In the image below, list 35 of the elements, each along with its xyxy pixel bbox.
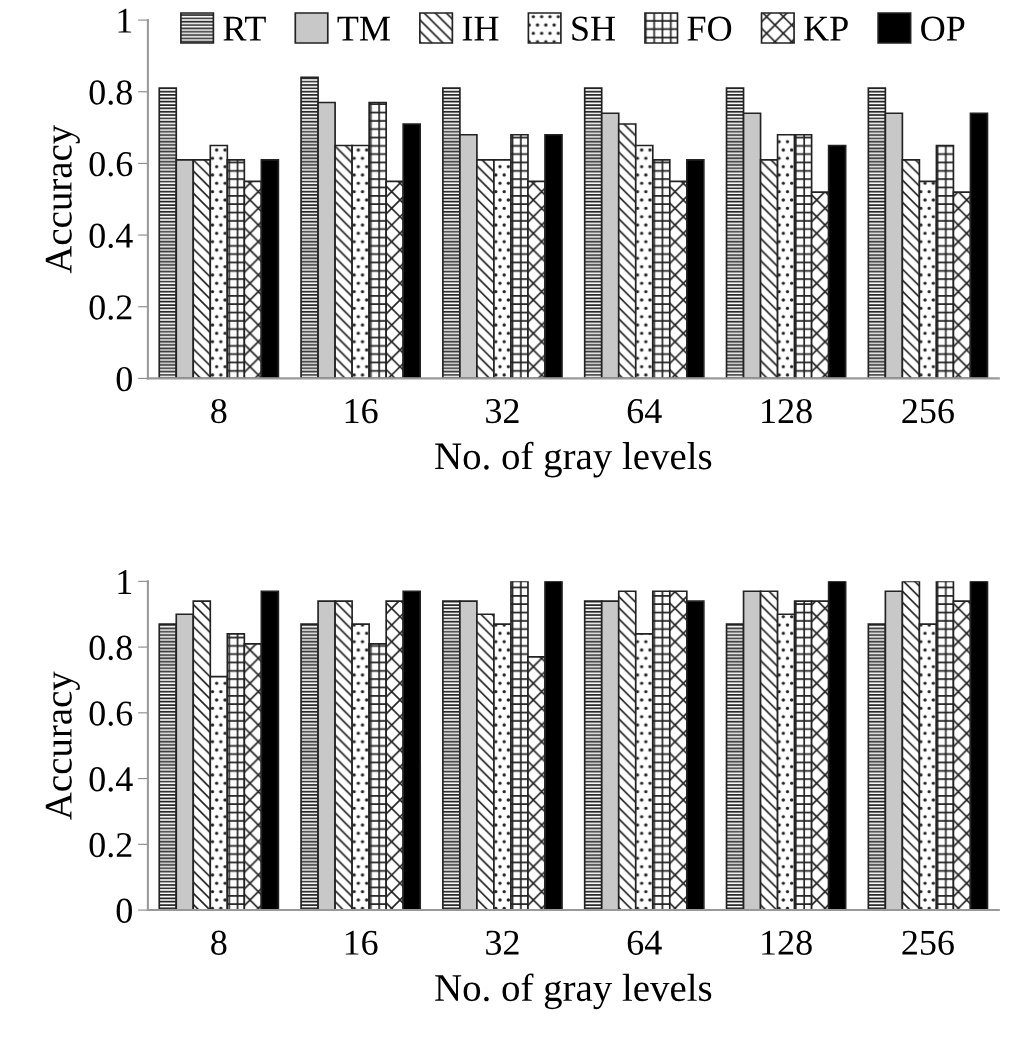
x-tick-label: 8 bbox=[211, 930, 227, 955]
x-tick-label: 64 bbox=[627, 930, 662, 955]
legend-label: OP bbox=[921, 16, 965, 41]
y-axis-title: Accuracy bbox=[45, 124, 80, 274]
y-tick-label: 0.8 bbox=[89, 80, 132, 105]
x-tick-label: 128 bbox=[762, 398, 812, 424]
legend-label: RT bbox=[223, 16, 266, 41]
x-tick-label: 16 bbox=[345, 399, 378, 424]
legend-label: FO bbox=[687, 16, 732, 41]
legend-label: TM bbox=[337, 16, 390, 41]
x-tick-label: 128 bbox=[762, 930, 812, 955]
legend-label: IH bbox=[462, 16, 499, 41]
x-tick-label: 256 bbox=[902, 930, 954, 955]
y-tick-label: 0.8 bbox=[89, 635, 132, 661]
y-tick-label: 1 bbox=[118, 570, 132, 594]
x-tick-label: 32 bbox=[486, 930, 519, 955]
y-tick-label: 0.2 bbox=[89, 832, 132, 858]
x-axis-title: No. of gray levels bbox=[435, 973, 712, 1010]
x-tick-label: 32 bbox=[486, 399, 519, 424]
y-tick-label: 0.6 bbox=[89, 151, 133, 177]
y-tick-label: 0.6 bbox=[89, 701, 133, 726]
y-tick-label: 0 bbox=[116, 366, 132, 392]
x-tick-label: 256 bbox=[902, 399, 954, 424]
legend-label: SH bbox=[572, 16, 616, 41]
y-tick-label: 0.4 bbox=[89, 767, 133, 792]
x-tick-label: 64 bbox=[627, 399, 662, 424]
x-tick-label: 8 bbox=[211, 398, 227, 424]
y-tick-label: 0.2 bbox=[89, 295, 132, 320]
y-tick-label: 0 bbox=[116, 898, 132, 923]
x-axis-title: No. of gray levels bbox=[435, 441, 712, 478]
y-tick-label: 1 bbox=[118, 8, 132, 33]
y-tick-label: 0.4 bbox=[89, 223, 133, 249]
legend-label: KP bbox=[804, 16, 848, 41]
y-axis-title: Accuracy bbox=[45, 671, 80, 820]
x-tick-label: 16 bbox=[345, 930, 378, 955]
